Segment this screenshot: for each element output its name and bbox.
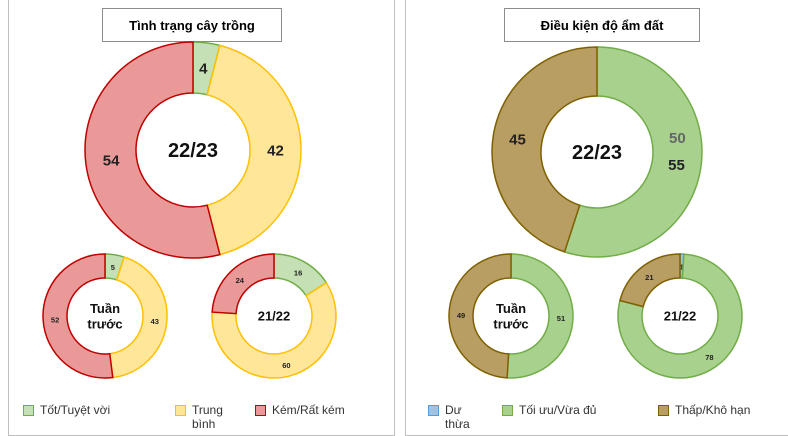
donut-slice-2-2 — [108, 256, 168, 379]
legend-label: Kém/Rất kém — [272, 403, 345, 417]
legend-item-surplus: Dư thừa — [428, 403, 473, 431]
donut-slice-1-2 — [206, 44, 302, 256]
legend-item-short: Thấp/Khô hạn — [658, 403, 750, 417]
donut-slice-3-2 — [211, 281, 337, 379]
legend-swatch-average — [175, 405, 186, 416]
center-label: trước — [493, 316, 528, 331]
donut-slice-5-3 — [448, 253, 512, 379]
overlapping-data-label: 50 — [669, 130, 686, 147]
legend-item-poor: Kém/Rất kém — [255, 403, 345, 417]
center-label: Tuần — [496, 301, 526, 316]
data-label: 78 — [705, 353, 713, 362]
legend-label: Thấp/Khô hạn — [675, 403, 751, 417]
data-label: 54 — [103, 153, 120, 170]
data-label: 21 — [645, 273, 653, 282]
legend-swatch-short — [658, 405, 669, 416]
data-label: 51 — [557, 314, 565, 323]
data-label: 5 — [111, 263, 115, 272]
data-label: 43 — [151, 317, 159, 326]
legend-swatch-surplus — [428, 405, 439, 416]
legend-item-average: Trung bình — [175, 403, 232, 431]
donut-slice-5-2 — [506, 253, 574, 379]
data-label: 60 — [282, 361, 290, 370]
center-label: 22/23 — [168, 140, 218, 162]
data-label: 55 — [668, 157, 685, 174]
donut-slice-4-2 — [563, 46, 703, 258]
donut-slice-6-3 — [619, 253, 681, 308]
center-label: trước — [87, 316, 122, 331]
soil-moisture-title: Điều kiện độ ẩm đất — [504, 8, 700, 42]
crop-condition-title: Tình trạng cây trồng — [102, 8, 282, 42]
center-label: 21/22 — [258, 309, 291, 324]
data-label: 16 — [294, 269, 302, 278]
legend-label: Tốt/Tuyệt vời — [40, 403, 111, 417]
data-label: 1 — [679, 263, 683, 272]
legend-label: Trung bình — [192, 403, 223, 431]
legend-item-optimal: Tối ưu/Vừa đủ — [502, 403, 596, 417]
data-label: 4 — [199, 60, 208, 77]
donut-slice-4-3 — [491, 46, 598, 253]
center-label: 21/22 — [664, 309, 697, 324]
donut-slice-1-3 — [84, 41, 221, 259]
center-label: 22/23 — [572, 142, 622, 164]
legend-label: Dư thừa — [445, 403, 470, 431]
legend-label: Tối ưu/Vừa đủ — [519, 403, 597, 417]
donut-slice-2-3 — [42, 253, 114, 379]
legend-swatch-good — [23, 405, 34, 416]
data-label: 49 — [457, 311, 465, 320]
data-label: 24 — [236, 276, 245, 285]
legend-swatch-optimal — [502, 405, 513, 416]
data-label: 42 — [267, 142, 284, 159]
data-label: 52 — [51, 316, 59, 325]
legend-swatch-poor — [255, 405, 266, 416]
donut-slice-3-3 — [211, 253, 275, 315]
data-label: 45 — [509, 132, 526, 149]
donut-slice-6-2 — [617, 253, 743, 379]
center-label: Tuần — [90, 301, 120, 316]
legend-item-good: Tốt/Tuyệt vời — [23, 403, 110, 417]
